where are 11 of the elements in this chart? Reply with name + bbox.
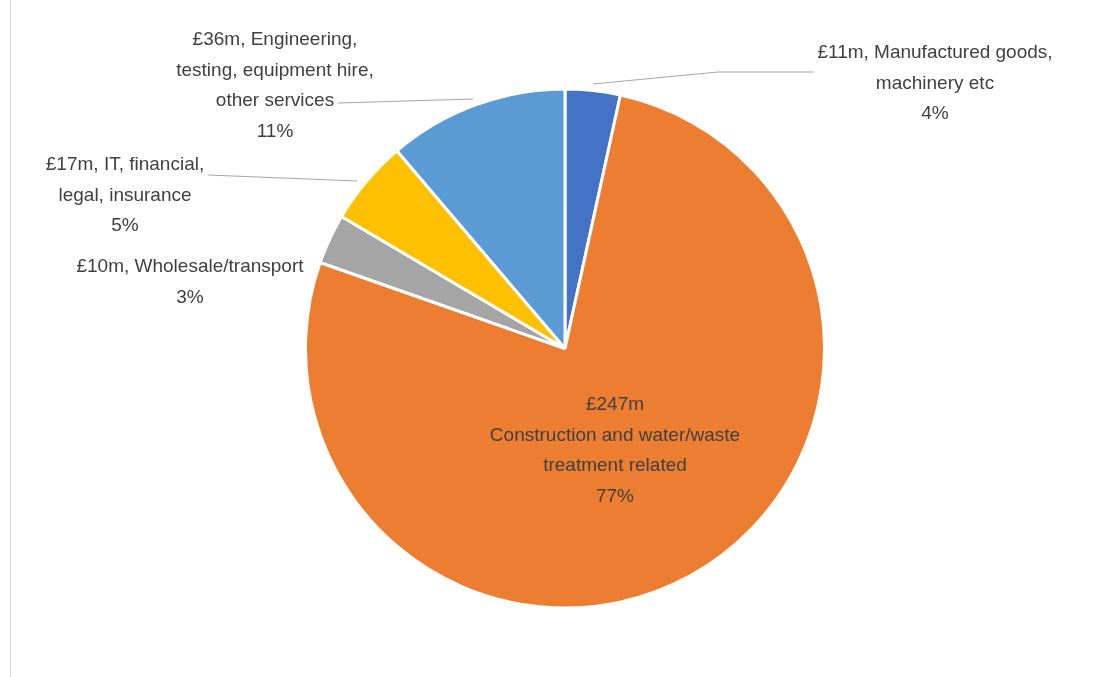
data-label: £247m: [585, 393, 645, 415]
slice-label: £11m, Manufactured goods, machinery etc: [817, 41, 1053, 93]
text: 11%: [256, 119, 294, 141]
slice-label: Construction and water/waste treatment related: [489, 423, 741, 476]
text: 4%: [921, 102, 949, 124]
text: 5%: [111, 214, 139, 236]
slice-label: £36m, Engineering, testing, equipment hire, other services: [176, 28, 374, 111]
slice-label: £10m, Wholesale/transport: [76, 255, 305, 277]
slice-label: £17m, IT, financial, legal, insurance: [45, 153, 205, 205]
text: 77%: [595, 484, 635, 506]
text: 3%: [176, 285, 204, 307]
